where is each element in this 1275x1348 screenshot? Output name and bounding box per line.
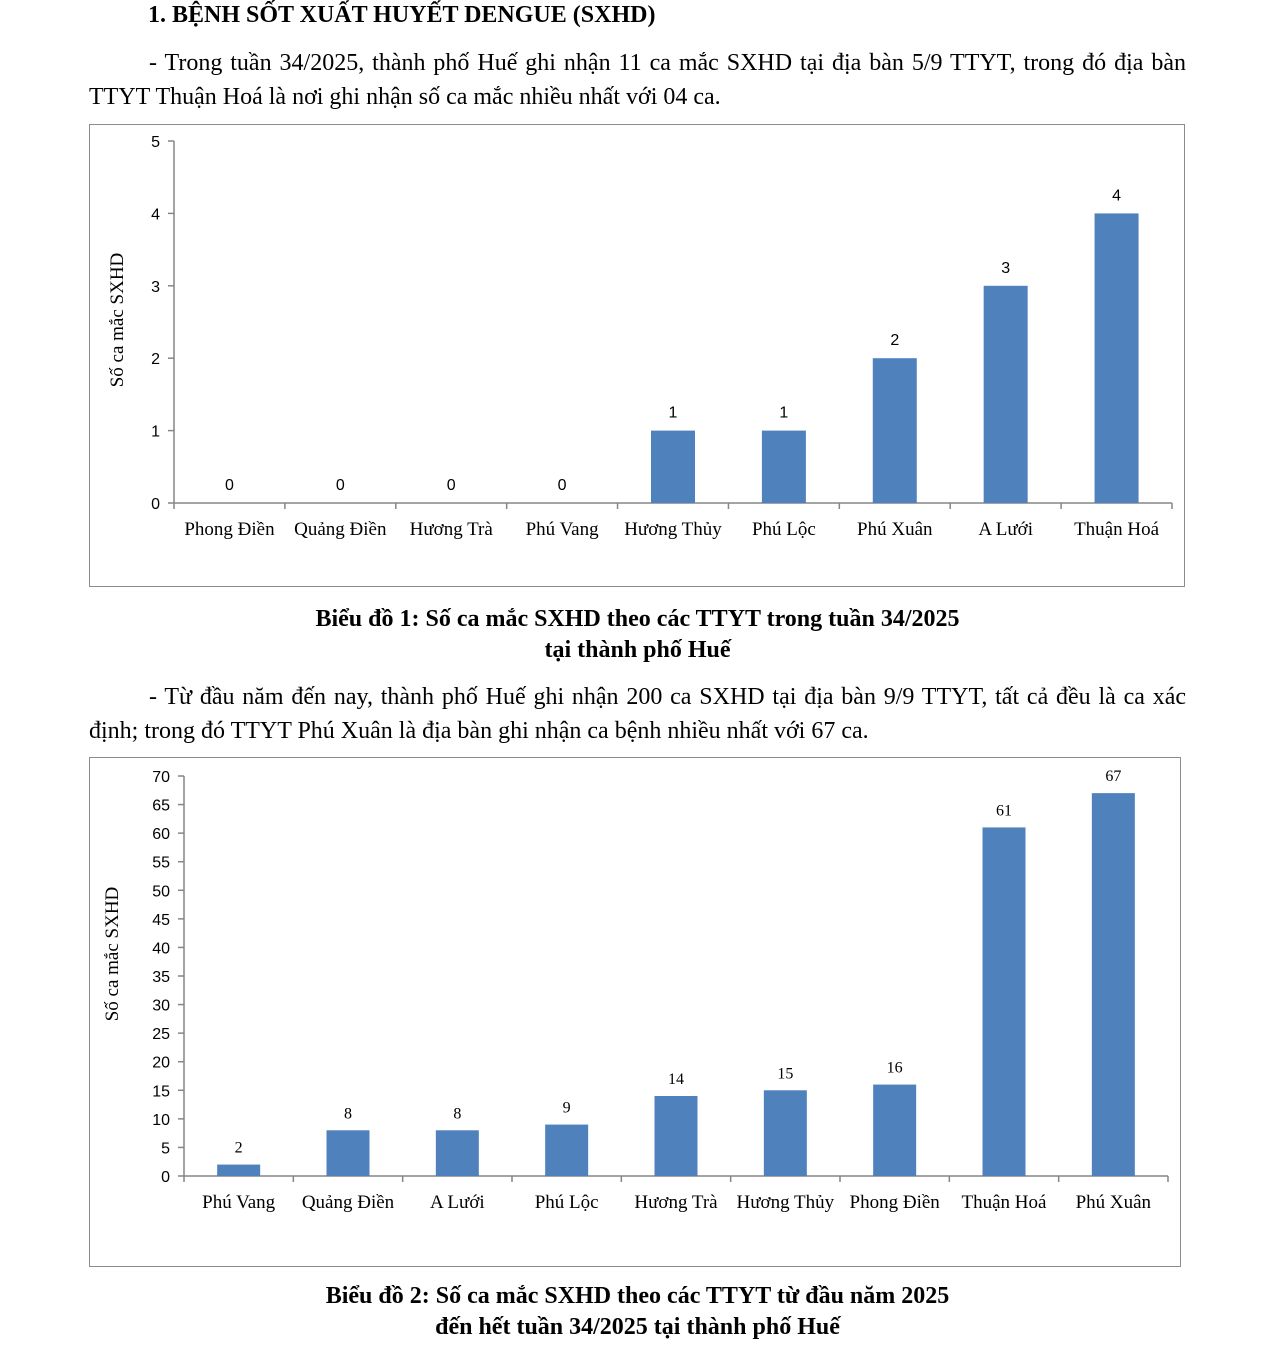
- data-label: 2: [235, 1140, 243, 1157]
- y-axis-title: Số ca mắc SXHD: [107, 253, 128, 388]
- data-label: 1: [669, 405, 678, 422]
- bar: [763, 1090, 807, 1176]
- bar: [545, 1124, 589, 1176]
- y-tick-label: 30: [152, 998, 170, 1015]
- bar: [1091, 793, 1135, 1176]
- y-tick-label: 45: [152, 912, 170, 929]
- category-label: Hương Trà: [410, 519, 494, 540]
- category-label: Phong Điền: [184, 519, 275, 540]
- category-label: Hương Trà: [634, 1192, 718, 1213]
- y-tick-label: 65: [152, 798, 170, 815]
- data-label: 4: [1112, 187, 1121, 204]
- category-label: Hương Thủy: [737, 1192, 835, 1213]
- bar: [761, 430, 806, 503]
- bar: [1094, 213, 1139, 503]
- chart-1-caption-line-1: Biểu đồ 1: Số ca mắc SXHD theo các TTYT …: [315, 606, 960, 632]
- y-tick-label: 5: [151, 134, 160, 151]
- bar: [435, 1130, 479, 1176]
- data-label: 3: [1001, 260, 1010, 277]
- chart-1-frame: 0 1 2 3 4 5 0 Phong Điền 0 Quảng Điền 0 Hương Trà 0 P…: [89, 124, 1185, 587]
- paragraph-year-summary: - Từ đầu năm đến nay, thành phố Huế ghi …: [89, 680, 1186, 748]
- bar: [651, 430, 695, 503]
- data-label: 67: [1105, 768, 1121, 785]
- y-tick-label: 60: [152, 826, 170, 843]
- y-tick-label: 35: [152, 969, 170, 986]
- bar: [872, 358, 917, 503]
- data-label: 8: [453, 1105, 461, 1122]
- paragraph-year-text: - Từ đầu năm đến nay, thành phố Huế ghi …: [89, 684, 1186, 744]
- y-tick-label: 70: [152, 769, 170, 786]
- data-label: 2: [890, 332, 899, 349]
- data-label: 9: [563, 1100, 571, 1117]
- y-tick-label: 3: [151, 279, 160, 296]
- category-label: A Lưới: [430, 1192, 485, 1213]
- bar: [873, 1084, 917, 1176]
- y-tick-label: 1: [151, 424, 160, 441]
- y-axis-title: Số ca mắc SXHD: [102, 887, 123, 1022]
- data-label: 1: [779, 405, 788, 422]
- y-tick-label: 50: [152, 883, 170, 900]
- data-label: 0: [558, 477, 567, 494]
- bar: [326, 1130, 370, 1176]
- category-label: Phú Lộc: [535, 1192, 599, 1213]
- paragraph-week-text: - Trong tuần 34/2025, thành phố Huế ghi …: [89, 50, 1186, 110]
- data-label: 0: [447, 477, 456, 494]
- data-label: 14: [668, 1071, 684, 1088]
- category-label: Phú Xuân: [1076, 1192, 1152, 1213]
- data-label: 61: [996, 802, 1012, 819]
- chart-2-caption-line-2: đến hết tuần 34/2025 tại thành phố Huế: [435, 1314, 840, 1340]
- bar: [217, 1164, 261, 1176]
- y-tick-label: 0: [161, 1169, 170, 1186]
- chart-1-week-cases: 0 1 2 3 4 5 0 Phong Điền 0 Quảng Điền 0 Hương Trà 0 P…: [107, 134, 1173, 540]
- category-label: Thuận Hoá: [1074, 519, 1160, 540]
- category-label: Phú Xuân: [857, 519, 933, 540]
- data-label: 8: [344, 1105, 352, 1122]
- category-label: Phú Lộc: [752, 519, 816, 540]
- chart-2-caption-line-1: Biểu đồ 2: Số ca mắc SXHD theo các TTYT …: [325, 1283, 950, 1309]
- y-tick-label: 4: [151, 206, 160, 223]
- section-heading: 1. BỆNH SỐT XUẤT HUYẾT DENGUE (SXHD): [148, 2, 656, 28]
- bar: [983, 285, 1028, 503]
- y-tick-label: 55: [152, 855, 170, 872]
- y-tick-label: 40: [152, 940, 170, 957]
- category-label: Hương Thủy: [624, 519, 722, 540]
- category-label: A Lưới: [978, 519, 1033, 540]
- y-tick-label: 15: [152, 1083, 170, 1100]
- chart-1-caption-line-2: tại thành phố Huế: [544, 637, 731, 663]
- category-label: Thuận Hoá: [962, 1192, 1048, 1213]
- chart-1-caption: Biểu đồ 1: Số ca mắc SXHD theo các TTYT …: [89, 604, 1186, 666]
- data-label: 15: [777, 1065, 793, 1082]
- chart-2-caption: Biểu đồ 2: Số ca mắc SXHD theo các TTYT …: [89, 1281, 1186, 1343]
- y-tick-label: 5: [161, 1140, 170, 1157]
- chart-2-frame: 0 5 10 15 20 25 30 35 40 45 50 55 60 65 70 2 Phú Vang 8 Qu…: [89, 757, 1181, 1267]
- chart-2-year-cases: 0 5 10 15 20 25 30 35 40 45 50 55 60 65 70 2 Phú Vang 8 Qu…: [102, 768, 1169, 1213]
- category-label: Phú Vang: [526, 519, 600, 540]
- y-tick-label: 25: [152, 1026, 170, 1043]
- y-tick-label: 10: [152, 1112, 170, 1129]
- bar: [654, 1096, 698, 1176]
- category-label: Quảng Điền: [302, 1192, 395, 1213]
- data-label: 0: [336, 477, 345, 494]
- y-tick-label: 0: [151, 496, 160, 513]
- paragraph-week-summary: - Trong tuần 34/2025, thành phố Huế ghi …: [89, 46, 1186, 114]
- bar: [982, 827, 1026, 1176]
- y-tick-label: 20: [152, 1055, 170, 1072]
- category-label: Phú Vang: [202, 1192, 276, 1213]
- category-label: Phong Điền: [850, 1192, 941, 1213]
- data-label: 16: [887, 1060, 903, 1077]
- category-label: Quảng Điền: [294, 519, 387, 540]
- data-label: 0: [225, 477, 234, 494]
- y-tick-label: 2: [151, 351, 160, 368]
